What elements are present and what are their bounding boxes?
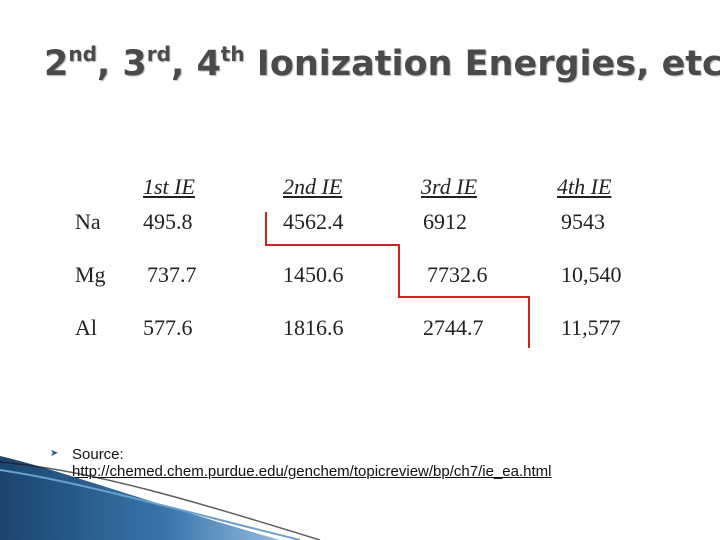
slide-title: 2nd, 3rd, 4th Ionization Energies, etc.: [44, 42, 720, 84]
title-suffix-nd: nd: [68, 42, 97, 66]
title-ordinal-3: 3: [122, 44, 147, 84]
title-ordinal-2: 2: [44, 44, 69, 84]
row-al-element: Al: [75, 315, 97, 340]
header-2nd-ie: 2nd IE: [283, 174, 343, 199]
row-mg-3rd-ie: 7732.6: [427, 262, 488, 287]
title-text: Ionization Energies, etc.: [244, 44, 720, 84]
row-na-3rd-ie: 6912: [423, 209, 467, 234]
title-separator: ,: [96, 44, 123, 84]
header-1st-ie: 1st IE: [143, 174, 195, 199]
title-suffix-th: th: [220, 42, 245, 66]
source-label: Source:: [72, 446, 124, 463]
row-mg-1st-ie: 737.7: [147, 262, 197, 287]
step-line-segment: [398, 296, 530, 298]
row-mg-2nd-ie: 1450.6: [283, 262, 344, 287]
row-al-3rd-ie: 2744.7: [423, 315, 484, 340]
step-line-segment: [265, 212, 267, 246]
title-separator: ,: [170, 44, 197, 84]
row-na-2nd-ie: 4562.4: [283, 209, 344, 234]
title-suffix-rd: rd: [146, 42, 171, 66]
title-ordinal-4: 4: [196, 44, 221, 84]
source-link[interactable]: http://chemed.chem.purdue.edu/genchem/to…: [72, 463, 552, 480]
header-4th-ie: 4th IE: [557, 174, 612, 199]
bullet-arrow-icon: ➤: [50, 448, 59, 459]
row-mg-4th-ie: 10,540: [561, 262, 622, 287]
step-line-segment: [398, 244, 400, 298]
row-al-2nd-ie: 1816.6: [283, 315, 344, 340]
header-3rd-ie: 3rd IE: [421, 174, 478, 199]
row-al-1st-ie: 577.6: [143, 315, 193, 340]
row-na-1st-ie: 495.8: [143, 209, 193, 234]
step-line-segment: [528, 296, 530, 348]
source-citation: Source: http://chemed.chem.purdue.edu/ge…: [72, 446, 551, 480]
row-na-element: Na: [75, 209, 101, 234]
row-na-4th-ie: 9543: [561, 209, 605, 234]
step-line-segment: [265, 244, 400, 246]
row-al-4th-ie: 11,577: [561, 315, 621, 340]
row-mg-element: Mg: [75, 262, 106, 287]
